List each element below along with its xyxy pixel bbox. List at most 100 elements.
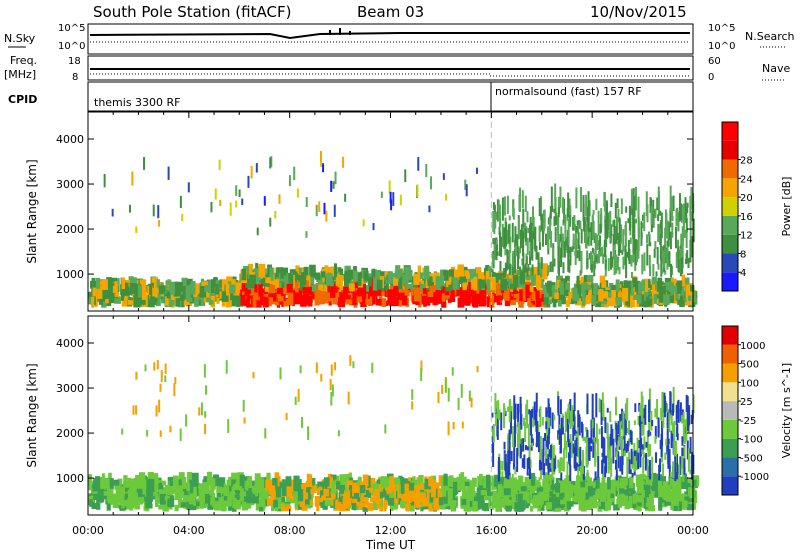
echo-cell xyxy=(569,249,572,257)
echo-cell xyxy=(466,484,471,497)
echo-cell xyxy=(405,504,410,511)
echo-cell xyxy=(533,401,536,420)
echo-cell xyxy=(618,266,621,275)
echo-cell xyxy=(531,438,534,446)
echo-cell xyxy=(359,490,365,500)
echo-cell xyxy=(96,495,101,510)
echo-cell xyxy=(433,498,437,511)
echo-cell xyxy=(210,279,215,293)
echo-cell xyxy=(462,282,467,289)
nsearch-tick-top: 10^5 xyxy=(708,23,735,34)
echo-cell xyxy=(352,482,358,497)
echo-cell xyxy=(153,362,156,371)
echo-cell xyxy=(604,501,611,511)
echo-cell xyxy=(456,287,463,294)
echo-cell xyxy=(194,286,200,295)
echo-cell xyxy=(172,475,179,490)
echo-cell xyxy=(199,488,205,497)
echo-cell xyxy=(498,226,501,236)
echo-cell xyxy=(140,484,145,495)
echo-cell xyxy=(558,461,561,473)
colorbar-swatch xyxy=(722,476,738,495)
echo-cell xyxy=(214,188,217,200)
echo-cell xyxy=(670,265,673,276)
echo-cell xyxy=(648,486,655,494)
echo-cell xyxy=(523,496,531,507)
echo-cell xyxy=(378,286,382,296)
echo-cell xyxy=(494,213,497,229)
echo-cell xyxy=(600,399,603,425)
echo-cell xyxy=(641,280,646,292)
echo-cell xyxy=(524,263,527,273)
echo-cell xyxy=(519,289,524,302)
echo-cell xyxy=(596,488,602,493)
echo-cell xyxy=(525,404,528,421)
echo-cell xyxy=(143,157,146,170)
echo-cell xyxy=(101,279,108,290)
echo-cell xyxy=(672,461,675,479)
echo-cell xyxy=(651,473,659,487)
echo-cell xyxy=(496,243,499,251)
echo-cell xyxy=(566,461,569,478)
echo-cell xyxy=(552,445,555,458)
echo-cell xyxy=(542,297,549,305)
echo-cell xyxy=(542,284,549,299)
echo-cell xyxy=(643,212,646,232)
echo-cell xyxy=(648,478,653,486)
echo-cell xyxy=(689,498,694,503)
echo-cell xyxy=(245,282,251,289)
echo-cell xyxy=(441,297,447,308)
echo-cell xyxy=(659,210,662,216)
echo-cell xyxy=(685,394,688,413)
echo-cell xyxy=(643,436,646,450)
echo-cell xyxy=(281,503,287,512)
echo-cell xyxy=(392,477,400,485)
echo-cell xyxy=(159,493,166,505)
echo-cell xyxy=(600,426,603,449)
echo-cell xyxy=(430,176,433,190)
echo-cell xyxy=(680,493,686,507)
echo-cell xyxy=(689,210,692,227)
echo-cell xyxy=(149,296,155,308)
echo-cell xyxy=(531,235,534,261)
echo-cell xyxy=(582,195,585,221)
echo-cell xyxy=(576,250,579,259)
echo-cell xyxy=(478,278,482,290)
echo-cell xyxy=(194,296,199,307)
echo-cell xyxy=(250,165,253,179)
echo-cell xyxy=(481,279,486,289)
echo-cell xyxy=(522,223,525,239)
echo-cell xyxy=(525,256,528,265)
echo-cell xyxy=(154,493,158,504)
echo-cell xyxy=(554,292,559,300)
echo-cell xyxy=(457,264,464,277)
nsearch-label: N.Search xyxy=(745,30,795,43)
echo-cell xyxy=(657,214,660,222)
echo-cell xyxy=(640,293,645,306)
y-axis-label: Slant Range [km] xyxy=(25,363,39,467)
echo-cell xyxy=(644,454,647,471)
echo-cell xyxy=(525,274,531,280)
echo-cell xyxy=(572,443,575,454)
echo-cell xyxy=(193,501,199,506)
echo-cell xyxy=(188,495,196,505)
echo-cell xyxy=(523,454,526,470)
echo-cell xyxy=(258,284,263,297)
echo-cell xyxy=(447,387,450,402)
echo-cell xyxy=(508,263,511,275)
echo-cell xyxy=(688,487,695,500)
echo-cell xyxy=(512,208,515,220)
echo-cell xyxy=(507,450,510,463)
echo-cell xyxy=(591,247,594,253)
echo-cell xyxy=(346,488,354,494)
echo-cell xyxy=(575,484,581,496)
echo-cell xyxy=(204,411,207,418)
echo-cell xyxy=(685,217,688,233)
echo-cell xyxy=(686,202,689,208)
echo-cell xyxy=(567,219,570,245)
echo-cell xyxy=(668,449,671,468)
echo-cell xyxy=(282,267,289,278)
echo-cell xyxy=(459,290,467,299)
echo-cell xyxy=(603,192,606,212)
echo-cell xyxy=(607,258,610,272)
